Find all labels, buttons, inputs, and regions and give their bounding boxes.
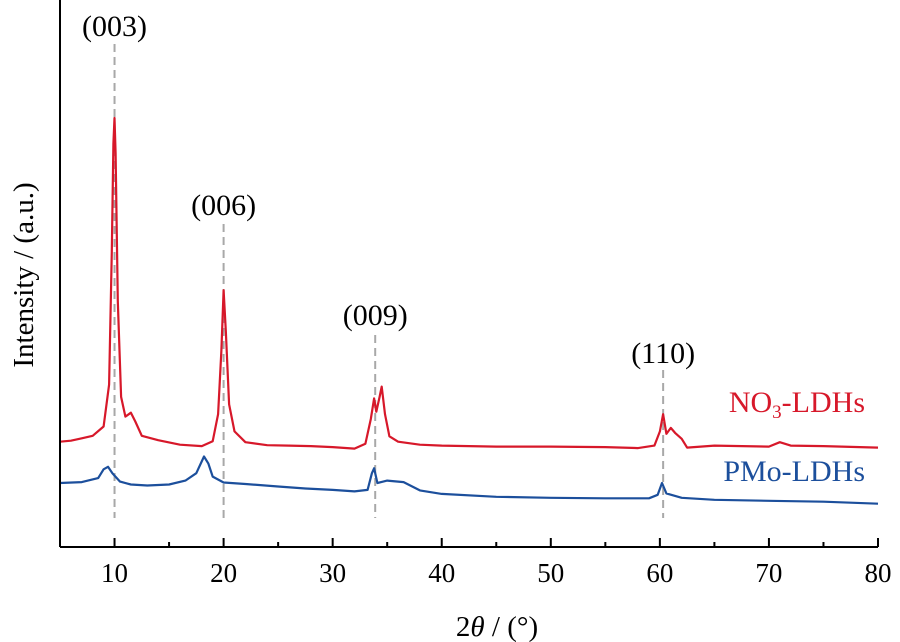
x-tick-label-30: 30 [319, 558, 346, 588]
series-line-1 [59, 455, 879, 505]
peak-label-1: (006) [191, 189, 256, 222]
x-tick-label-10: 10 [101, 558, 128, 588]
y-axis-title: Intensity / (a.u.) [8, 182, 40, 367]
peak-label-3: (110) [631, 337, 695, 370]
peak-label-0: (003) [82, 10, 147, 43]
series-label-rest-0: -LDHs [782, 386, 865, 419]
peak-labels: (003) (006) (009) (110) [82, 10, 695, 370]
series-line-0 [59, 116, 879, 450]
x-tick-label-60: 60 [646, 558, 673, 588]
axes [59, 0, 878, 548]
x-tick-label-80: 80 [865, 558, 892, 588]
x-ticks: 10 20 30 40 50 60 70 80 [101, 538, 892, 588]
x-tick-label-70: 70 [755, 558, 782, 588]
series-label-main-0: NO [729, 386, 772, 419]
x-axis-title-prefix: 2 [456, 611, 471, 642]
series-label-0: NO3-LDHs [729, 386, 865, 423]
peak-label-2: (009) [343, 299, 408, 332]
x-axis-title-symbol: θ [470, 611, 484, 642]
series-labels: NO3-LDHs PMo-LDHs [723, 386, 865, 488]
x-axis-title: 2θ / (°) [456, 611, 538, 642]
x-axis-title-suffix: / (°) [485, 611, 538, 642]
x-tick-label-40: 40 [428, 558, 455, 588]
series-label-sub-0: 3 [772, 402, 782, 423]
x-tick-label-50: 50 [537, 558, 564, 588]
x-tick-label-20: 20 [210, 558, 237, 588]
series-layer [59, 116, 879, 505]
series-label-1: PMo-LDHs [723, 455, 865, 488]
series-label-main-1: PMo-LDHs [723, 455, 865, 488]
